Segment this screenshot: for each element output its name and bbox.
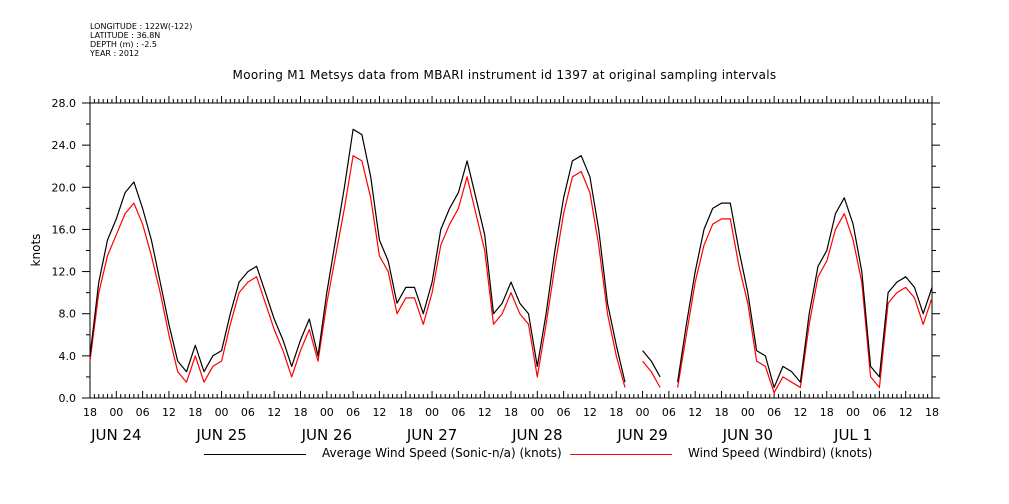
- depth-label: DEPTH (m) : -2.5: [90, 40, 157, 49]
- series-line-1: [89, 128, 933, 389]
- x-tick-label: 18: [609, 406, 623, 419]
- x-tick-label: 06: [662, 406, 676, 419]
- x-date-label: JUN 29: [616, 426, 667, 444]
- y-tick-label: 20.0: [52, 181, 77, 194]
- x-date-label: JUN 30: [722, 426, 773, 444]
- x-tick-label: 06: [557, 406, 571, 419]
- y-tick-label: 8.0: [59, 308, 77, 321]
- x-tick-label: 18: [504, 406, 518, 419]
- x-tick-label: 18: [83, 406, 97, 419]
- x-tick-label: 00: [636, 406, 650, 419]
- x-tick-label: 12: [583, 406, 597, 419]
- x-tick-label: 00: [530, 406, 544, 419]
- x-tick-label: 18: [715, 406, 729, 419]
- x-date-label: JUN 28: [511, 426, 562, 444]
- x-tick-label: 18: [294, 406, 308, 419]
- legend-label-series-2: Wind Speed (Windbird) (knots): [688, 446, 873, 460]
- y-tick-label: 4.0: [59, 350, 77, 363]
- x-tick-label: 06: [451, 406, 465, 419]
- x-tick-label: 00: [425, 406, 439, 419]
- x-tick-label: 12: [688, 406, 702, 419]
- x-tick-label: 00: [215, 406, 229, 419]
- latitude-label: LATITUDE : 36.8N: [90, 31, 161, 40]
- series-line-2: [89, 155, 933, 394]
- x-tick-label: 06: [767, 406, 781, 419]
- x-date-label: JUN 24: [90, 426, 141, 444]
- metadata-block: LONGITUDE : 122W(-122) LATITUDE : 36.8N …: [90, 22, 192, 58]
- x-tick-label: 18: [188, 406, 202, 419]
- x-date-label: JUN 25: [195, 426, 246, 444]
- x-tick-label: 12: [162, 406, 176, 419]
- x-tick-label: 12: [478, 406, 492, 419]
- x-date-label: JUN 27: [406, 426, 457, 444]
- x-tick-label: 06: [136, 406, 150, 419]
- x-tick-label: 12: [267, 406, 281, 419]
- y-tick-label: 12.0: [52, 266, 77, 279]
- legend-line-series-2: [570, 454, 672, 455]
- x-tick-label: 00: [109, 406, 123, 419]
- x-tick-label: 06: [241, 406, 255, 419]
- x-date-label: JUN 26: [301, 426, 352, 444]
- year-label: YEAR : 2012: [90, 49, 140, 58]
- y-tick-label: 16.0: [52, 223, 77, 236]
- x-tick-label: 18: [925, 406, 939, 419]
- x-tick-label: 00: [320, 406, 334, 419]
- chart-title: Mooring M1 Metsys data from MBARI instru…: [232, 68, 777, 82]
- longitude-label: LONGITUDE : 122W(-122): [90, 22, 193, 31]
- y-tick-label: 0.0: [59, 392, 77, 405]
- x-tick-label: 00: [846, 406, 860, 419]
- x-tick-label: 12: [793, 406, 807, 419]
- x-tick-label: 12: [899, 406, 913, 419]
- legend-line-series-1: [204, 454, 306, 455]
- x-tick-label: 06: [872, 406, 886, 419]
- x-tick-label: 18: [820, 406, 834, 419]
- x-tick-label: 06: [346, 406, 360, 419]
- x-tick-label: 00: [741, 406, 755, 419]
- x-tick-label: 12: [372, 406, 386, 419]
- legend-label-series-1: Average Wind Speed (Sonic-n/a) (knots): [322, 446, 562, 460]
- y-tick-label: 24.0: [52, 139, 77, 152]
- y-axis-label: knots: [29, 234, 43, 267]
- y-tick-label: 28.0: [52, 97, 77, 110]
- x-date-label: JUL 1: [833, 426, 872, 444]
- x-tick-label: 18: [399, 406, 413, 419]
